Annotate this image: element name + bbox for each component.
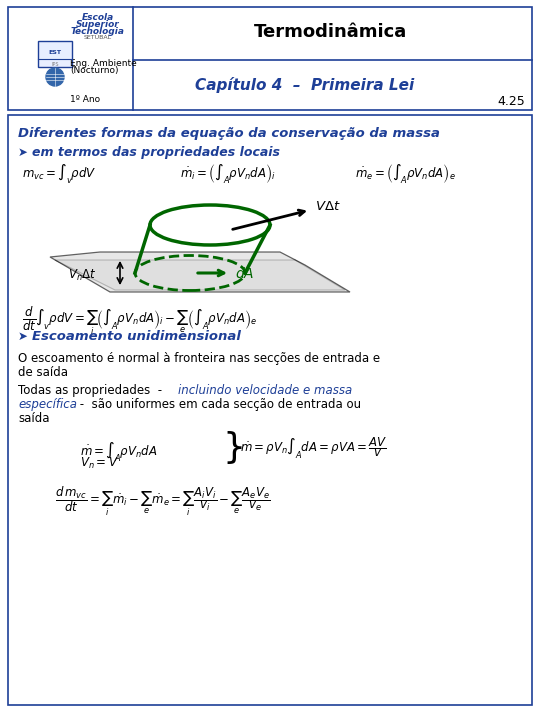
Text: $\dot{m}_e = \left(\int_A \rho V_n dA\right)_e$: $\dot{m}_e = \left(\int_A \rho V_n dA\ri…	[355, 162, 456, 186]
Text: $dA$: $dA$	[235, 266, 254, 281]
Text: (Nocturno): (Nocturno)	[70, 66, 118, 76]
Text: $\dfrac{d\,m_{vc}}{dt} = \sum_i \dot{m}_i - \sum_e \dot{m}_e = \sum_i \dfrac{A_i: $\dfrac{d\,m_{vc}}{dt} = \sum_i \dot{m}_…	[55, 484, 271, 518]
Text: em termos das propriedades locais: em termos das propriedades locais	[32, 146, 280, 159]
Circle shape	[46, 68, 64, 86]
Text: IPS: IPS	[51, 61, 59, 66]
Text: Capítulo 4  –  Primeira Lei: Capítulo 4 – Primeira Lei	[195, 77, 414, 93]
Polygon shape	[55, 260, 345, 290]
Text: O escoamento é normal à fronteira nas secções de entrada e: O escoamento é normal à fronteira nas se…	[18, 352, 380, 365]
Text: 4.25: 4.25	[497, 95, 525, 108]
Text: $V_n\Delta t$: $V_n\Delta t$	[68, 267, 97, 282]
Text: 1º Ano: 1º Ano	[70, 96, 100, 104]
Text: ➤: ➤	[18, 146, 28, 159]
Text: $\dot{m} = \rho V_n \int_A dA = \rho V A = \dfrac{AV}{v}$: $\dot{m} = \rho V_n \int_A dA = \rho V A…	[240, 436, 388, 461]
Text: ➤: ➤	[18, 330, 28, 343]
Text: de saída: de saída	[18, 366, 68, 379]
Polygon shape	[50, 252, 350, 292]
Bar	[8, 115, 532, 705]
Text: SETÚBAL: SETÚBAL	[84, 35, 112, 40]
Text: saída: saída	[18, 412, 50, 425]
Text: Escoamento unidimensional: Escoamento unidimensional	[32, 330, 241, 343]
Text: incluindo velocidade e massa: incluindo velocidade e massa	[178, 384, 352, 397]
Text: $\dfrac{d}{dt}\int_v \rho dV = \sum_i\left(\int_A \rho V_n dA\right)_i - \sum_e\: $\dfrac{d}{dt}\int_v \rho dV = \sum_i\le…	[22, 305, 257, 337]
Text: $\dot{m} = \int_A \rho V_n dA$: $\dot{m} = \int_A \rho V_n dA$	[80, 440, 158, 464]
Text: }: }	[222, 431, 245, 465]
Text: $V_n = V$: $V_n = V$	[80, 456, 119, 471]
Text: $V\Delta t$: $V\Delta t$	[315, 200, 341, 214]
Bar	[38, 41, 72, 67]
Text: específica: específica	[18, 398, 77, 411]
Text: -  são uniformes em cada secção de entrada ou: - são uniformes em cada secção de entrad…	[76, 398, 361, 411]
Bar	[8, 7, 532, 110]
Text: Tecnologia: Tecnologia	[71, 27, 125, 36]
Text: Eng. Ambiente: Eng. Ambiente	[70, 58, 137, 68]
Text: EST: EST	[49, 50, 62, 55]
Text: Diferentes formas da equação da conservação da massa: Diferentes formas da equação da conserva…	[18, 127, 440, 140]
Text: Escola: Escola	[82, 13, 114, 22]
Text: Termodinâmica: Termodinâmica	[253, 23, 407, 41]
Text: $m_{vc} = \int_v \rho dV$: $m_{vc} = \int_v \rho dV$	[22, 162, 97, 186]
Text: Todas as propriedades  -: Todas as propriedades -	[18, 384, 170, 397]
Text: Superior: Superior	[76, 20, 120, 29]
Text: $\dot{m}_i = \left(\int_A \rho V_n dA\right)_i$: $\dot{m}_i = \left(\int_A \rho V_n dA\ri…	[180, 162, 276, 186]
